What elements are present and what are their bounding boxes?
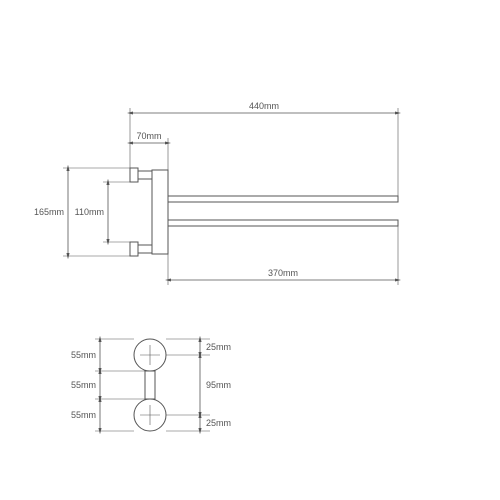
dim-70-label: 70mm (136, 131, 161, 141)
technical-drawing: 440mm 70mm 165mm 110mm 370mm (0, 0, 500, 500)
dim-165-label: 165mm (34, 207, 64, 217)
dim-95-label: 95mm (206, 380, 231, 390)
dim-25a-label: 25mm (206, 342, 231, 352)
dim-55b-label: 55mm (71, 380, 96, 390)
side-elevation (130, 168, 398, 256)
dim-25b-label: 25mm (206, 418, 231, 428)
dim-370-label: 370mm (268, 268, 298, 278)
dim-440-label: 440mm (249, 101, 279, 111)
dim-55c-label: 55mm (71, 410, 96, 420)
dim-55a-label: 55mm (71, 350, 96, 360)
top-view (134, 339, 166, 431)
dim-right-stack: 25mm 95mm 25mm (166, 339, 231, 431)
dim-370: 370mm (168, 226, 398, 285)
dim-110-label: 110mm (75, 207, 104, 217)
dim-110: 110mm (75, 182, 130, 242)
dim-70: 70mm (130, 131, 168, 170)
dim-440: 440mm (130, 101, 398, 196)
